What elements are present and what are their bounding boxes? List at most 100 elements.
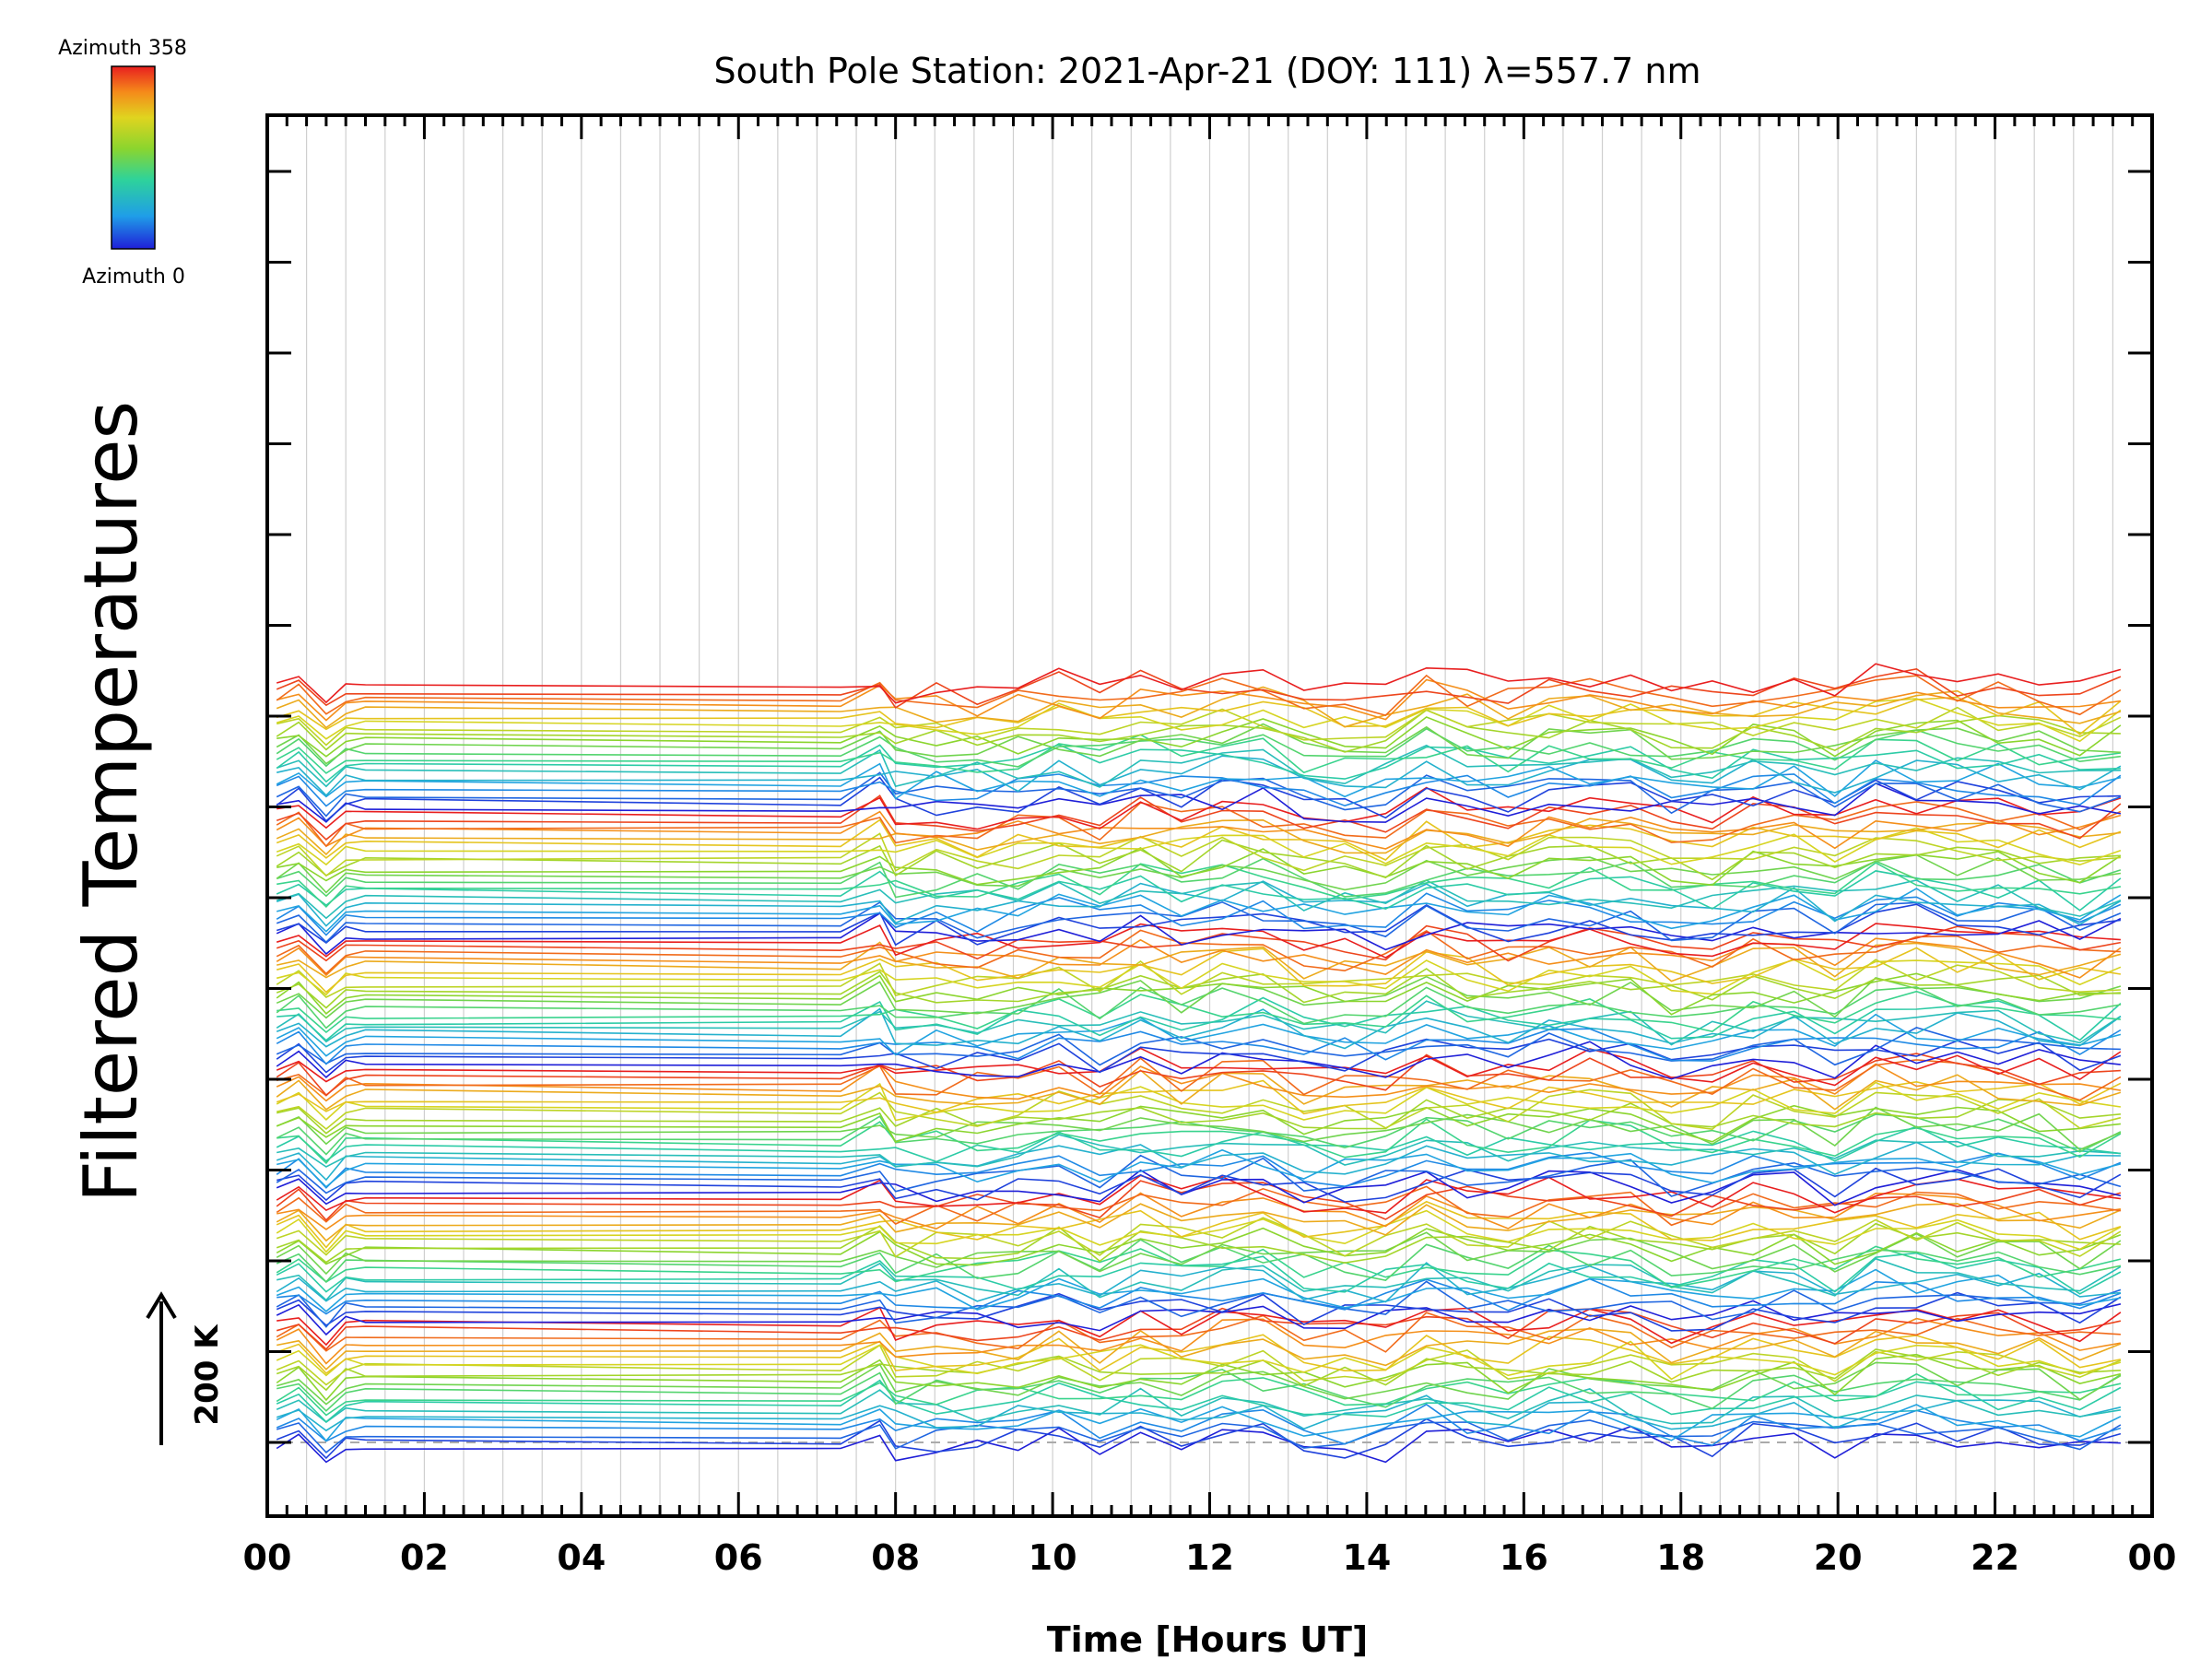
series-line — [276, 727, 2121, 768]
series-line — [276, 1167, 2122, 1203]
series-line — [276, 892, 2122, 936]
series-line — [276, 776, 2121, 822]
x-tick-label: 10 — [1029, 1537, 1077, 1578]
series-line — [276, 1404, 2122, 1442]
series-line — [276, 1231, 2122, 1276]
series-line — [276, 1334, 2122, 1375]
series-line — [276, 801, 2122, 848]
series-line — [276, 986, 2122, 1030]
series-line — [276, 880, 2122, 927]
series-line — [276, 1209, 2122, 1253]
series-line — [276, 846, 2122, 887]
series-line — [276, 1257, 2122, 1301]
series-line — [276, 674, 2122, 716]
series-line — [276, 1327, 2122, 1371]
series-line — [276, 773, 2122, 807]
grid-lines — [306, 115, 2113, 1516]
series-line — [276, 1239, 2122, 1283]
series-line — [276, 903, 2121, 947]
scale-bar-label: 200 K — [189, 1324, 226, 1426]
series-line — [276, 827, 2122, 866]
series-line — [276, 1134, 2121, 1168]
series-line — [276, 1306, 2122, 1347]
series-line — [276, 1013, 2122, 1057]
series-line — [276, 794, 2122, 841]
series-line — [276, 786, 2122, 830]
y-axis-label: Filtered Temperatures — [68, 401, 154, 1203]
colorbar-legend: Azimuth 358 Azimuth 0 — [58, 37, 187, 288]
x-tick-label: 16 — [1500, 1537, 1548, 1578]
series-line — [276, 1200, 2122, 1249]
series-line — [276, 1300, 2122, 1336]
series-line — [276, 975, 2122, 1019]
x-tick-label: 00 — [243, 1537, 292, 1578]
series-line — [276, 1372, 2122, 1417]
x-tick-label: 12 — [1185, 1537, 1234, 1578]
x-axis-label: Time [Hours UT] — [1047, 1619, 1369, 1659]
series-layer — [276, 663, 2122, 1464]
scale-bar-arrowhead — [146, 1291, 177, 1320]
colorbar-top-label: Azimuth 358 — [58, 37, 187, 60]
x-tick-label: 20 — [1814, 1537, 1863, 1578]
series-line — [276, 755, 2122, 797]
series-line — [276, 1252, 2122, 1295]
series-line — [276, 888, 2122, 933]
axis-ticks — [265, 115, 2154, 1516]
series-line — [276, 924, 2122, 962]
x-tick-label: 08 — [871, 1537, 920, 1578]
series-line — [276, 1141, 2121, 1182]
series-line — [276, 1348, 2121, 1392]
series-line — [276, 929, 2121, 975]
series-line — [276, 706, 2122, 747]
series-line — [276, 1079, 2122, 1115]
series-line — [276, 1174, 2122, 1214]
series-line — [276, 947, 2122, 994]
series-line — [276, 1203, 2122, 1242]
series-line — [276, 1379, 2122, 1423]
series-line — [276, 990, 2121, 1034]
series-line — [276, 996, 2122, 1041]
series-line — [276, 1280, 2122, 1328]
x-tick-label: 06 — [714, 1537, 763, 1578]
series-line — [276, 1104, 2121, 1143]
series-line — [276, 1361, 2122, 1406]
series-line — [276, 853, 2122, 894]
series-line — [276, 1099, 2121, 1135]
series-line — [276, 1369, 2122, 1412]
series-line — [276, 923, 2121, 959]
series-line — [276, 771, 2122, 818]
x-tick-label: 22 — [1971, 1537, 2019, 1578]
colorbar-bottom-label: Azimuth 0 — [82, 265, 185, 288]
series-line — [276, 782, 2122, 823]
series-line — [276, 759, 2122, 800]
series-line — [276, 879, 2122, 920]
series-line — [276, 870, 2122, 912]
series-line — [276, 1387, 2122, 1425]
series-line — [276, 1418, 2122, 1460]
series-line — [276, 1217, 2122, 1258]
series-line — [276, 1081, 2122, 1122]
series-line — [276, 1185, 2122, 1227]
series-line — [276, 698, 2122, 743]
series-line — [276, 1394, 2122, 1432]
scale-bar: 200 K — [146, 1291, 226, 1445]
series-line — [276, 937, 2122, 979]
x-tick-label: 02 — [400, 1537, 449, 1578]
series-line — [276, 818, 2121, 856]
series-line — [276, 862, 2122, 909]
series-line — [276, 1148, 2122, 1188]
x-tick-labels: 00 02 04 06 08 10 12 14 16 18 20 22 00 — [243, 1537, 2177, 1578]
series-line — [276, 1053, 2121, 1097]
chart-title: South Pole Station: 2021-Apr-21 (DOY: 11… — [713, 51, 1700, 91]
series-line — [276, 1151, 2122, 1189]
series-line — [276, 1047, 2122, 1087]
series-line — [276, 810, 2122, 850]
series-line — [276, 696, 2122, 735]
series-line — [276, 709, 2121, 753]
x-tick-label: 00 — [2128, 1537, 2177, 1578]
series-line — [276, 1106, 2122, 1151]
series-line — [276, 1268, 2122, 1312]
series-line — [276, 663, 2122, 704]
series-line — [276, 1038, 2122, 1074]
series-line — [276, 972, 2121, 1016]
